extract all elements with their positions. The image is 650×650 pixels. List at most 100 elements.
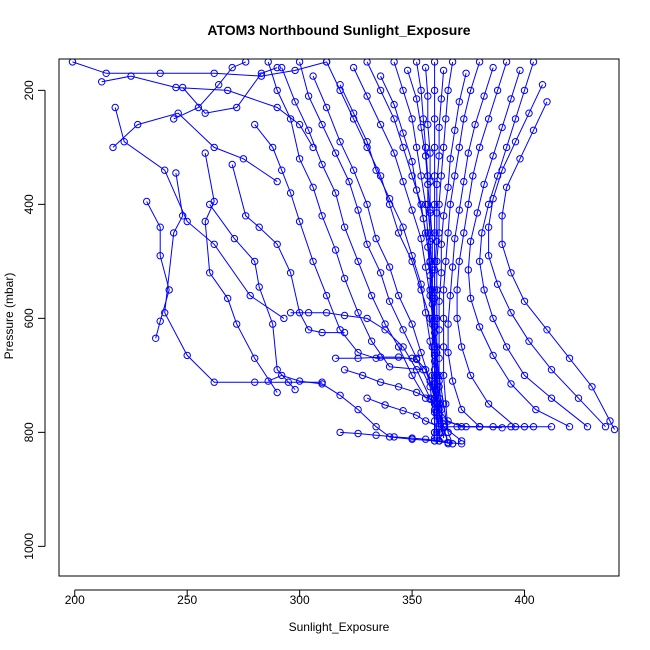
data-point bbox=[246, 291, 254, 300]
data-point bbox=[437, 95, 445, 103]
data-point bbox=[156, 223, 164, 231]
data-point bbox=[273, 103, 281, 112]
data-point bbox=[399, 326, 407, 334]
data-point bbox=[565, 354, 574, 362]
data-point bbox=[322, 309, 331, 317]
data-point bbox=[251, 378, 259, 386]
data-point bbox=[255, 283, 263, 291]
data-point bbox=[228, 160, 236, 169]
data-point bbox=[354, 257, 362, 266]
data-point bbox=[390, 100, 398, 109]
data-point bbox=[424, 92, 432, 100]
data-point bbox=[102, 69, 110, 78]
data-point bbox=[520, 86, 529, 95]
data-point bbox=[426, 177, 434, 186]
data-point bbox=[455, 98, 463, 106]
data-point bbox=[430, 394, 439, 402]
data-point bbox=[161, 166, 169, 174]
data-point bbox=[498, 240, 506, 249]
series-5 bbox=[161, 169, 326, 386]
series-8 bbox=[201, 149, 281, 397]
data-point bbox=[417, 348, 425, 357]
data-point bbox=[430, 59, 439, 66]
series-line bbox=[268, 374, 453, 445]
data-point bbox=[507, 309, 515, 317]
data-point bbox=[376, 378, 385, 386]
data-point bbox=[433, 257, 441, 266]
series-line bbox=[72, 61, 327, 77]
data-point bbox=[206, 269, 214, 277]
series-3 bbox=[111, 103, 288, 323]
data-point bbox=[257, 69, 266, 78]
series-line bbox=[299, 61, 436, 422]
data-point bbox=[170, 229, 178, 237]
data-point bbox=[412, 95, 421, 103]
data-point bbox=[318, 160, 326, 169]
data-point bbox=[206, 200, 214, 209]
data-point bbox=[273, 366, 281, 374]
data-point bbox=[460, 177, 468, 186]
data-point bbox=[502, 143, 511, 152]
series-line bbox=[112, 112, 278, 183]
data-point bbox=[421, 417, 430, 425]
data-point bbox=[435, 354, 443, 362]
x-tick-label: 400 bbox=[515, 593, 535, 607]
data-point bbox=[295, 155, 304, 163]
data-point bbox=[390, 149, 398, 157]
data-point bbox=[210, 69, 218, 78]
data-point bbox=[251, 120, 259, 129]
data-point bbox=[251, 257, 259, 266]
data-point bbox=[331, 189, 340, 197]
data-point bbox=[464, 200, 472, 209]
data-point bbox=[179, 212, 187, 220]
series-line bbox=[479, 61, 588, 428]
data-point bbox=[430, 143, 439, 152]
data-point bbox=[358, 371, 367, 380]
data-point bbox=[273, 63, 281, 72]
data-point bbox=[565, 423, 574, 431]
data-point bbox=[340, 223, 349, 231]
series-11 bbox=[251, 120, 416, 362]
y-tick-label: 400 bbox=[22, 194, 36, 214]
data-point bbox=[363, 59, 371, 66]
data-point bbox=[444, 229, 452, 237]
data-point bbox=[394, 291, 403, 300]
series-line bbox=[438, 73, 467, 441]
data-point bbox=[210, 240, 218, 249]
data-point bbox=[399, 407, 407, 415]
data-point bbox=[304, 126, 313, 135]
data-point bbox=[484, 115, 493, 123]
data-point bbox=[475, 257, 484, 266]
data-point bbox=[354, 206, 362, 214]
data-point bbox=[426, 149, 434, 157]
data-point bbox=[448, 377, 457, 385]
series-41 bbox=[336, 428, 466, 448]
data-point bbox=[394, 229, 403, 237]
data-point bbox=[109, 143, 117, 152]
data-point bbox=[354, 309, 362, 317]
data-point bbox=[376, 72, 385, 80]
series-7 bbox=[179, 63, 281, 117]
data-point bbox=[606, 417, 614, 425]
data-point bbox=[273, 240, 281, 249]
data-point bbox=[498, 212, 506, 220]
series-line bbox=[488, 84, 606, 428]
data-point bbox=[435, 405, 443, 414]
data-point bbox=[451, 234, 459, 243]
data-point bbox=[111, 103, 119, 112]
plot-frame bbox=[58, 58, 620, 577]
series-29 bbox=[439, 59, 484, 437]
data-point bbox=[331, 246, 340, 254]
data-point bbox=[224, 294, 232, 303]
series-31 bbox=[453, 59, 520, 431]
data-point bbox=[511, 115, 520, 123]
data-point bbox=[435, 423, 443, 431]
series-line bbox=[182, 67, 278, 114]
data-point bbox=[412, 143, 421, 152]
data-point bbox=[547, 366, 556, 374]
data-point bbox=[538, 81, 547, 89]
data-point bbox=[516, 155, 524, 163]
data-point bbox=[442, 257, 450, 266]
